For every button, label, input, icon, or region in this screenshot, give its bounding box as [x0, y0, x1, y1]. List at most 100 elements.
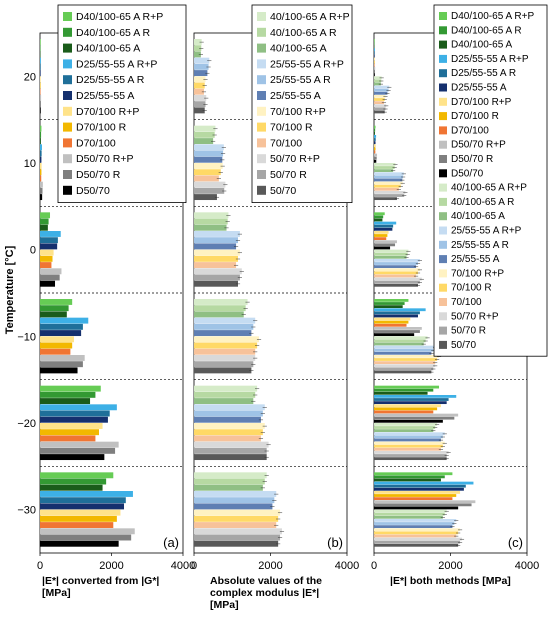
- legend-swatch: [257, 170, 266, 179]
- bar: [40, 212, 51, 219]
- bar: [374, 147, 376, 151]
- bar: [374, 388, 434, 392]
- panel-label: (b): [327, 535, 343, 550]
- bar: [374, 98, 385, 101]
- legend-swatch: [63, 138, 72, 148]
- legend-entry: 70/100: [270, 137, 302, 149]
- bar: [194, 274, 240, 281]
- bar: [194, 509, 281, 516]
- bar: [40, 515, 117, 522]
- bar: [374, 60, 375, 64]
- bar: [194, 138, 214, 145]
- bar: [374, 227, 393, 231]
- bar: [374, 172, 404, 176]
- bar: [374, 175, 404, 179]
- bar: [374, 327, 422, 330]
- legend-entry: 50/70: [451, 340, 476, 351]
- bar: [374, 125, 376, 129]
- bar: [40, 404, 117, 411]
- legend-swatch: [439, 69, 447, 78]
- bar: [374, 525, 453, 529]
- bar: [374, 277, 422, 281]
- x-tick-label: 0: [37, 560, 43, 572]
- bar: [374, 187, 399, 191]
- bar: [374, 419, 443, 423]
- bar: [374, 370, 432, 374]
- legend-box: [57, 4, 187, 204]
- bar: [40, 398, 91, 405]
- legend-entry: 70/100: [451, 297, 482, 308]
- legend-swatch: [439, 83, 447, 92]
- bar: [374, 166, 395, 169]
- bar: [194, 45, 202, 52]
- bar: [374, 423, 438, 426]
- bar: [374, 395, 457, 398]
- bar: [194, 515, 279, 522]
- bar: [40, 509, 121, 516]
- bar: [40, 317, 89, 324]
- bar: [40, 355, 85, 361]
- legend-swatch: [63, 27, 72, 37]
- bar: [40, 45, 41, 52]
- bar: [374, 355, 440, 358]
- bar: [194, 231, 240, 237]
- legend-swatch: [439, 340, 447, 349]
- legend-swatch: [439, 255, 447, 264]
- bar: [194, 169, 221, 176]
- bar: [374, 255, 407, 259]
- bar: [194, 323, 254, 330]
- bar: [194, 522, 277, 529]
- bar: [374, 51, 375, 55]
- bar: [40, 243, 58, 250]
- bar: [40, 131, 42, 138]
- bar: [40, 361, 83, 368]
- bar: [374, 259, 420, 262]
- bar: [374, 107, 386, 111]
- bar: [374, 438, 441, 442]
- bar: [374, 131, 375, 135]
- legend-swatch: [439, 197, 447, 206]
- bar: [194, 243, 237, 250]
- bar: [374, 265, 417, 269]
- bar: [374, 240, 397, 244]
- bar: [374, 135, 377, 138]
- bar: [374, 447, 441, 451]
- bar: [194, 534, 281, 541]
- bar: [374, 515, 443, 519]
- bar: [374, 441, 445, 445]
- legend-entry: 70/100 R: [451, 283, 492, 294]
- bar: [40, 330, 82, 337]
- legend-swatch: [439, 212, 447, 221]
- legend-entry: D70/100 R: [76, 122, 127, 134]
- legend-entry: D40/100-65 A R+P: [76, 11, 163, 23]
- legend-swatch: [439, 12, 447, 20]
- bar: [374, 398, 449, 401]
- bar: [194, 317, 256, 324]
- bar: [374, 494, 457, 497]
- bar: [194, 280, 238, 287]
- bar: [194, 63, 209, 70]
- legend-swatch: [439, 169, 447, 178]
- bar: [374, 218, 383, 222]
- panel-label: (c): [508, 535, 523, 550]
- bar: [194, 70, 208, 77]
- bar: [374, 224, 394, 228]
- x-tick-label: 4000: [171, 560, 195, 572]
- legend-entry: D25/55-55 A R: [76, 74, 145, 86]
- bar: [374, 342, 424, 346]
- bar: [374, 138, 376, 141]
- x-tick-label: 2000: [99, 560, 123, 572]
- legend-entry: D70/100: [451, 125, 489, 136]
- bar: [374, 491, 461, 494]
- legend-swatch: [63, 75, 72, 85]
- bar: [40, 107, 41, 114]
- legend-swatch: [63, 43, 72, 53]
- legend-entry: 40/100-65 A R+P: [451, 183, 527, 194]
- bar: [374, 500, 476, 504]
- bar: [374, 54, 375, 58]
- bar: [194, 416, 261, 423]
- bar: [374, 432, 445, 436]
- bar: [40, 224, 48, 231]
- bar: [194, 435, 261, 442]
- bar: [194, 95, 207, 101]
